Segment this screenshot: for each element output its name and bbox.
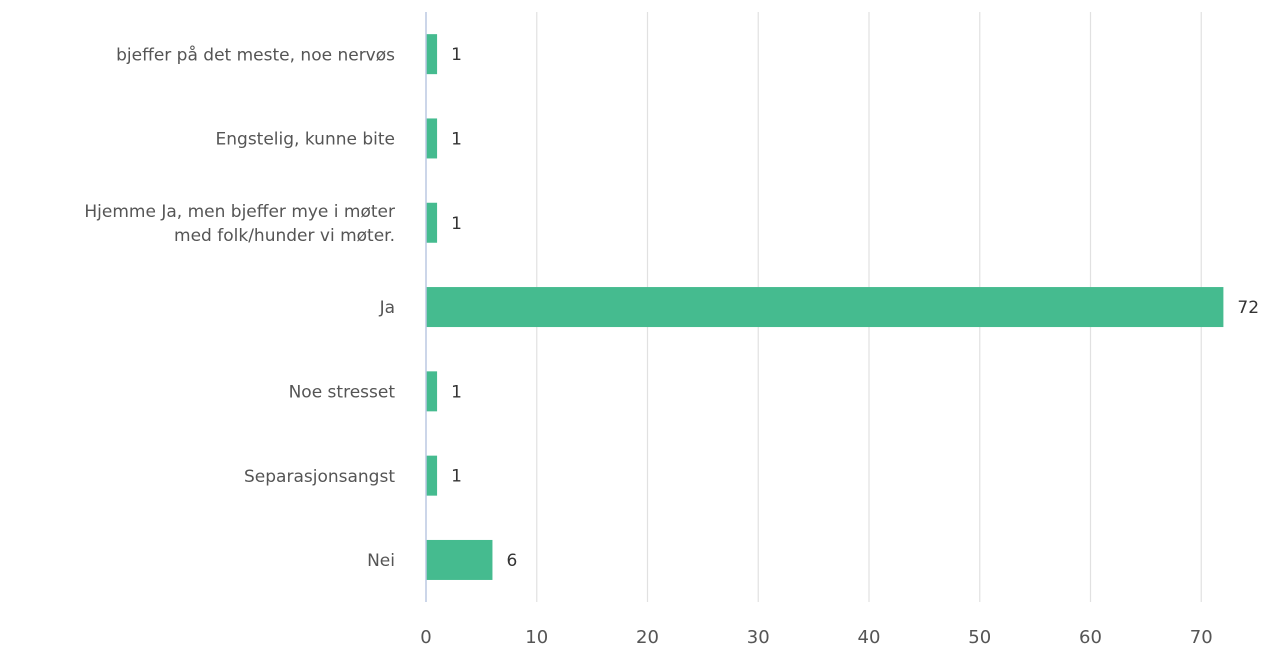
data-label: 1	[451, 214, 462, 234]
x-tick-label: 30	[747, 627, 770, 647]
x-tick-label: 40	[858, 627, 881, 647]
bar	[426, 539, 493, 580]
data-label: 1	[451, 45, 462, 65]
category-label: Ja	[379, 298, 395, 318]
bar	[426, 287, 1224, 328]
x-tick-label: 0	[420, 627, 431, 647]
x-tick-label: 50	[968, 627, 991, 647]
category-label: Engstelig, kunne bite	[216, 130, 395, 150]
category-labels: bjeffer på det meste, noe nervøs Engsteli…	[84, 44, 395, 571]
category-label: Nei	[367, 551, 395, 571]
data-label: 6	[506, 551, 517, 571]
bar	[426, 455, 438, 496]
bar	[426, 118, 438, 159]
x-tick-label: 10	[525, 627, 548, 647]
category-label: Noe stresset	[289, 382, 396, 402]
category-label: bjeffer på det meste, noe nervøs	[116, 44, 395, 65]
data-label: 72	[1237, 298, 1259, 318]
data-label: 1	[451, 129, 462, 149]
value-labels: 1 1 1 72 1 1 6	[451, 45, 1259, 571]
bars	[426, 34, 1224, 580]
bar	[426, 34, 438, 75]
category-label: med folk/hunder vi møter.	[174, 226, 395, 246]
data-label: 1	[451, 382, 462, 402]
bar	[426, 371, 438, 412]
x-tick-label: 20	[636, 627, 659, 647]
x-tick-label: 60	[1079, 627, 1102, 647]
data-label: 1	[451, 467, 462, 487]
x-tick-labels: 0 10 20 30 40 50 60 70	[420, 627, 1213, 648]
x-tick-label: 70	[1190, 627, 1213, 647]
bar	[426, 202, 438, 243]
category-label: Hjemme Ja, men bjeffer mye i møter	[84, 202, 395, 222]
category-label: Separasjonsangst	[244, 467, 395, 487]
